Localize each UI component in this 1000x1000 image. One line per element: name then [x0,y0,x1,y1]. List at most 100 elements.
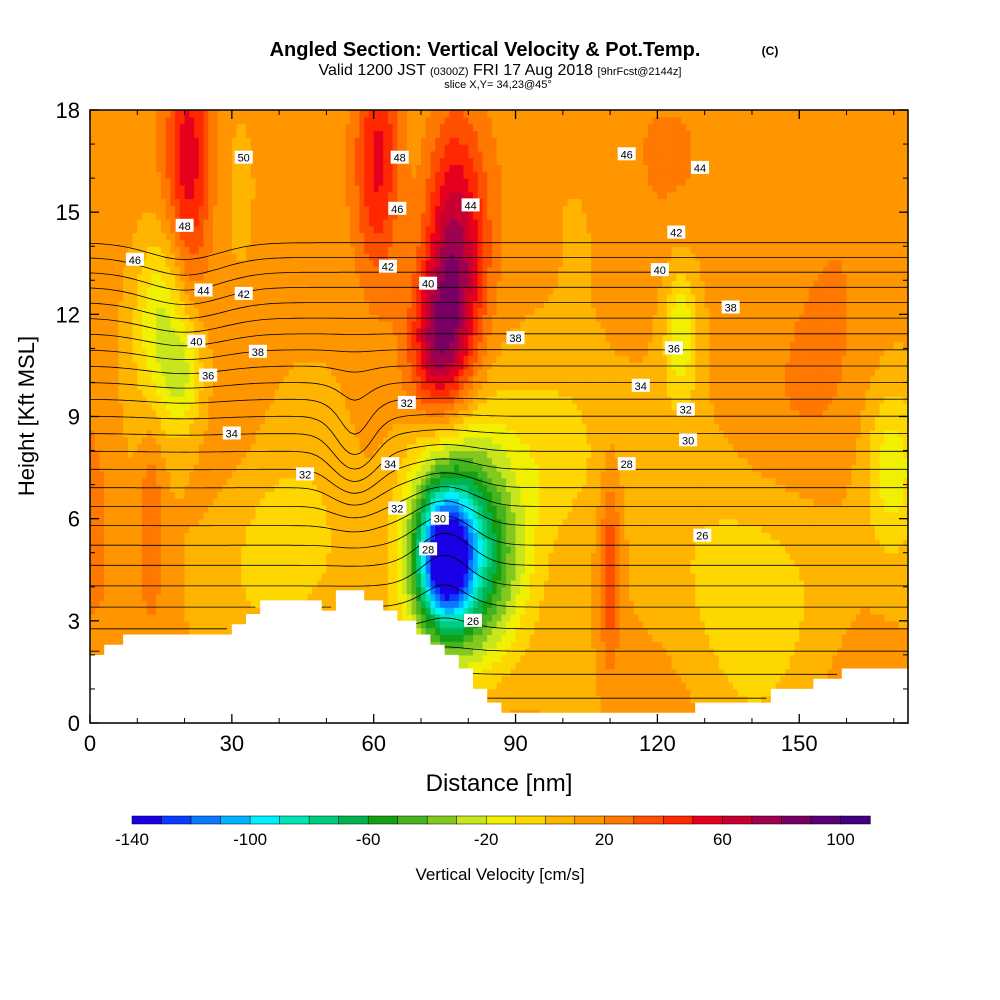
velocity-cell [250,532,257,540]
velocity-cell [236,450,242,458]
velocity-cell [104,368,110,377]
velocity-cell [90,375,96,384]
velocity-cell [302,253,309,261]
velocity-cell [184,184,190,193]
velocity-cell [250,362,257,370]
velocity-cell [340,110,346,118]
velocity-cell [260,205,266,213]
velocity-cell [198,539,205,547]
velocity-cell [246,579,252,588]
velocity-cell [203,266,209,275]
velocity-cell [142,157,148,166]
velocity-cell [90,184,96,193]
velocity-cell [279,246,285,254]
velocity-cell [137,464,143,472]
velocity-cell [104,450,110,458]
velocity-cell [250,402,257,411]
velocity-cell [203,327,209,336]
velocity-cell [208,423,214,431]
velocity-cell [345,110,351,118]
velocity-cell [142,607,148,615]
velocity-cell [156,246,162,254]
velocity-cell [312,137,318,145]
velocity-cell [340,246,346,254]
velocity-cell [222,150,228,159]
velocity-cell [302,389,309,397]
velocity-cell [99,314,105,322]
velocity-cell [165,348,171,356]
velocity-cell [316,171,323,179]
velocity-cell [165,327,171,336]
velocity-cell [189,198,195,206]
velocity-cell [198,178,205,186]
velocity-cell [184,334,190,343]
velocity-cell [90,259,96,268]
velocity-cell [307,573,313,581]
velocity-cell [321,552,328,561]
velocity-cell [142,110,148,118]
velocity-cell [175,552,181,561]
velocity-cell [90,532,96,540]
velocity-cell [264,505,271,513]
velocity-cell [90,641,96,649]
velocity-cell [222,573,228,581]
velocity-cell [137,130,143,138]
velocity-cell [198,505,205,513]
velocity-cell [156,484,162,493]
velocity-cell [118,593,124,601]
velocity-cell [293,457,299,465]
velocity-cell [269,144,276,152]
velocity-cell [137,518,143,527]
velocity-cell [255,559,261,567]
velocity-cell [255,545,261,554]
velocity-cell [142,539,148,547]
velocity-cell [236,198,242,206]
velocity-cell [312,505,318,513]
velocity-cell [189,171,195,179]
velocity-cell [227,307,233,315]
velocity-cell [274,266,280,275]
velocity-cell [293,110,299,118]
velocity-cell [307,225,313,234]
velocity-cell [94,130,101,138]
velocity-cell [335,389,342,397]
velocity-cell [250,566,257,574]
velocity-cell [255,321,261,329]
velocity-cell [189,368,195,377]
velocity-cell [250,123,257,132]
velocity-cell [283,470,290,479]
velocity-cell [316,396,323,404]
velocity-cell [94,232,101,241]
velocity-cell [156,430,162,438]
velocity-cell [288,273,294,281]
velocity-cell [283,436,290,445]
velocity-cell [217,477,223,486]
velocity-cell [203,321,209,329]
velocity-cell [132,579,138,588]
velocity-cell [156,539,162,547]
velocity-cell [108,287,115,295]
velocity-cell [255,266,261,275]
velocity-cell [108,382,115,390]
velocity-cell [179,423,186,431]
velocity-cell [179,307,186,315]
velocity-cell [113,593,119,601]
velocity-cell [198,559,205,567]
velocity-cell [113,627,119,636]
velocity-cell [118,532,124,540]
velocity-cell [146,552,153,561]
velocity-cell [194,198,200,206]
velocity-cell [198,511,205,520]
velocity-cell [203,198,209,206]
velocity-cell [151,593,157,601]
velocity-cell [127,511,134,520]
velocity-cell [345,518,351,527]
velocity-cell [90,573,96,581]
velocity-cell [208,593,214,601]
velocity-cell [222,212,228,220]
velocity-cell [160,123,167,132]
velocity-cell [165,116,171,125]
velocity-cell [312,307,318,315]
velocity-cell [90,218,96,227]
velocity-cell [189,321,195,329]
